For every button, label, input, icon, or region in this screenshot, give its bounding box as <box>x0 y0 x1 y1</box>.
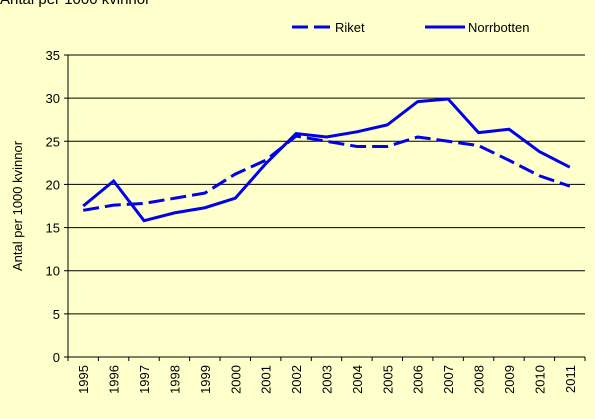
x-tick-label: 1995 <box>76 365 91 394</box>
y-tick-label: 10 <box>46 264 60 279</box>
line-series <box>82 134 571 212</box>
x-tick-label: 1997 <box>137 365 152 394</box>
y-tick-label: 20 <box>46 177 60 192</box>
y-tick-label: 35 <box>46 48 60 63</box>
x-tick-label: 2003 <box>320 365 335 394</box>
y-tick-label: 25 <box>46 134 60 149</box>
x-tick-label: 2004 <box>350 365 365 394</box>
y-tick-label: 0 <box>53 350 60 365</box>
x-tick-label: 2006 <box>411 365 426 394</box>
x-tick-label: 2008 <box>472 365 487 394</box>
y-tick-label: 15 <box>46 221 60 236</box>
x-tick-label: 2005 <box>380 365 395 394</box>
x-tick-label: 2007 <box>441 365 456 394</box>
x-tick-label: 1998 <box>167 365 182 394</box>
legend-label: Riket <box>335 20 365 35</box>
x-tick-label: 2010 <box>532 365 547 394</box>
x-tick-label: 2000 <box>228 365 243 394</box>
x-tick-label: 2011 <box>563 365 578 393</box>
x-tick-label: 2002 <box>289 365 304 394</box>
chart-title: Antal per 1000 kvinnor <box>0 0 150 8</box>
x-tick-label: 1996 <box>107 365 122 394</box>
y-tick-label: 5 <box>53 307 60 322</box>
y-axis-label: Antal per 1000 kvinnor <box>10 140 25 271</box>
x-tick-label: 2009 <box>502 365 517 394</box>
y-tick-label: 30 <box>46 91 60 106</box>
x-tick-label: 2001 <box>259 365 274 394</box>
legend-label: Norrbotten <box>468 20 529 35</box>
line-series <box>82 97 571 223</box>
x-tick-label: 1999 <box>198 365 213 394</box>
